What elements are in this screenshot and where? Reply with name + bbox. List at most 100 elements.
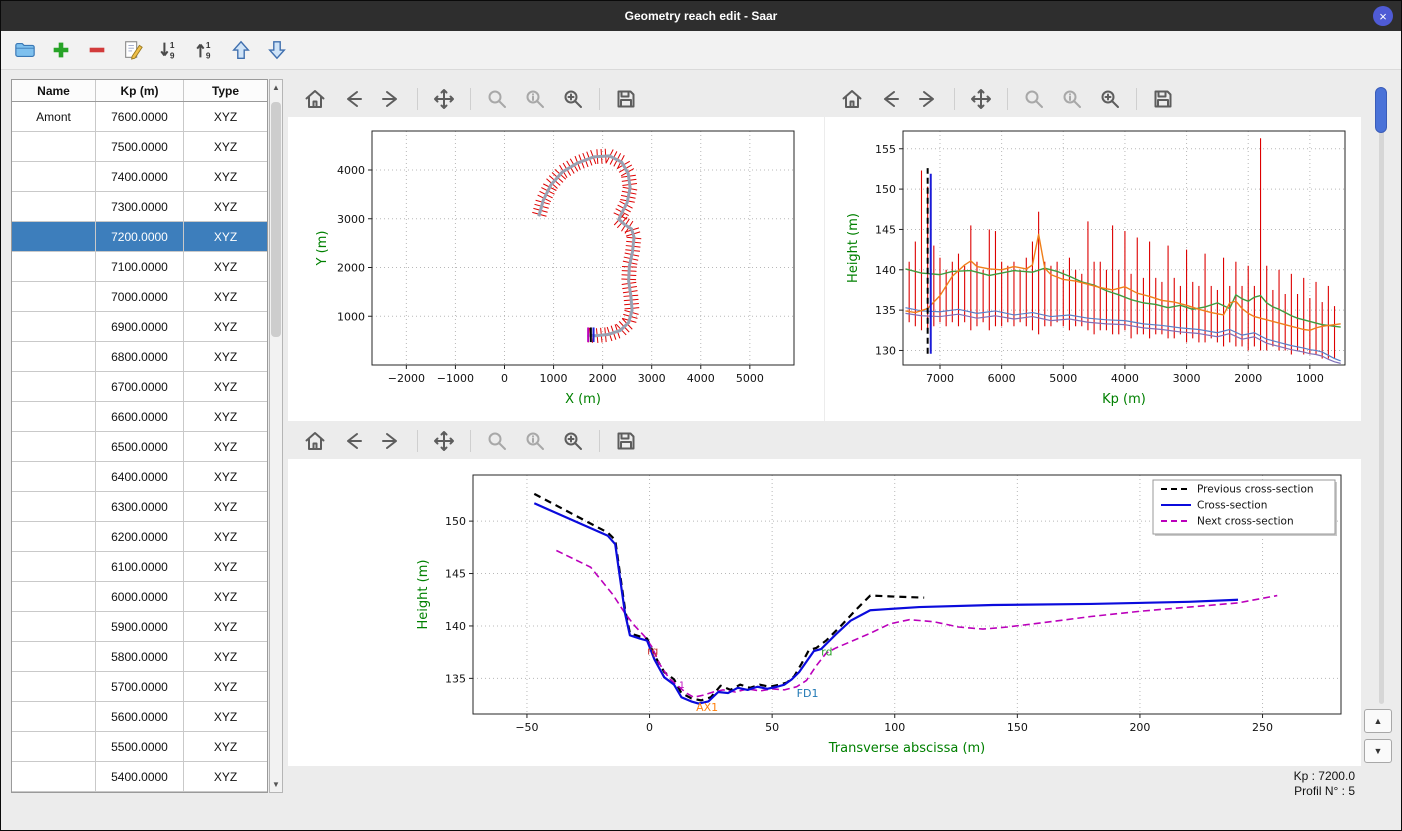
table-cell-kp[interactable]: 6300.0000 [96, 492, 184, 521]
table-cell-kp[interactable]: 7600.0000 [96, 102, 184, 131]
table-row[interactable]: 7000.0000 XYZ [12, 282, 267, 312]
table-row[interactable]: 6400.0000 XYZ [12, 462, 267, 492]
table-cell-kp[interactable]: 5900.0000 [96, 612, 184, 641]
table-cell-kp[interactable]: 6200.0000 [96, 522, 184, 551]
table-row-selected[interactable]: 7200.0000 XYZ [12, 222, 267, 252]
open-button[interactable] [11, 36, 39, 64]
plan-view-chart[interactable]: −2000 −1000 0 1000 2000 3000 4000 5000 1000 2000 3… [288, 117, 824, 421]
table-cell-type[interactable]: XYZ [213, 469, 238, 484]
zoom-rect-button[interactable] [558, 84, 588, 114]
table-cell-name[interactable] [12, 732, 96, 761]
table-cell-type[interactable]: XYZ [213, 739, 238, 754]
table-cell-kp[interactable]: 5800.0000 [96, 642, 184, 671]
table-cell-name[interactable] [12, 462, 96, 491]
close-button[interactable]: × [1373, 6, 1393, 26]
table-cell-name[interactable] [12, 702, 96, 731]
axes-options-button[interactable] [1057, 84, 1087, 114]
column-header-type[interactable]: Type [211, 83, 240, 98]
table-cell-kp[interactable]: 6100.0000 [96, 552, 184, 581]
remove-section-button[interactable] [83, 36, 111, 64]
save-button[interactable] [1148, 84, 1178, 114]
table-row[interactable]: 5500.0000 XYZ [12, 732, 267, 762]
table-cell-kp[interactable]: 7100.0000 [96, 252, 184, 281]
table-cell-type[interactable]: XYZ [213, 199, 238, 214]
table-cell-name[interactable] [12, 672, 96, 701]
table-row[interactable]: 6800.0000 XYZ [12, 342, 267, 372]
profile-up-button[interactable]: ▲ [1364, 709, 1392, 733]
table-cell-kp[interactable]: 7300.0000 [96, 192, 184, 221]
zoom-button[interactable] [1019, 84, 1049, 114]
back-button[interactable] [875, 84, 905, 114]
zoom-button[interactable] [482, 84, 512, 114]
table-cell-type[interactable]: XYZ [213, 769, 238, 784]
table-row[interactable]: Amont 7600.0000 XYZ [12, 102, 267, 132]
table-cell-kp[interactable]: 7000.0000 [96, 282, 184, 311]
table-row[interactable]: 7300.0000 XYZ [12, 192, 267, 222]
add-section-button[interactable] [47, 36, 75, 64]
zoom-rect-button[interactable] [558, 426, 588, 456]
zoom-button[interactable] [482, 426, 512, 456]
table-row[interactable]: 6300.0000 XYZ [12, 492, 267, 522]
table-row[interactable]: 6200.0000 XYZ [12, 522, 267, 552]
table-cell-name[interactable] [12, 402, 96, 431]
zoom-rect-button[interactable] [1095, 84, 1125, 114]
table-cell-kp[interactable]: 7200.0000 [96, 222, 184, 251]
move-down-button[interactable] [263, 36, 291, 64]
table-cell-kp[interactable]: 7400.0000 [96, 162, 184, 191]
table-cell-kp[interactable]: 6400.0000 [96, 462, 184, 491]
axes-options-button[interactable] [520, 84, 550, 114]
table-cell-type[interactable]: XYZ [213, 259, 238, 274]
titlebar[interactable]: Geometry reach edit - Saar × [1, 1, 1401, 31]
table-cell-type[interactable]: XYZ [213, 619, 238, 634]
table-cell-type[interactable]: XYZ [213, 229, 238, 244]
table-cell-name[interactable] [12, 312, 96, 341]
table-row[interactable]: 7100.0000 XYZ [12, 252, 267, 282]
table-cell-name[interactable] [12, 552, 96, 581]
table-cell-type[interactable]: XYZ [213, 589, 238, 604]
back-button[interactable] [338, 84, 368, 114]
table-cell-type[interactable]: XYZ [213, 439, 238, 454]
table-row[interactable]: 6500.0000 XYZ [12, 432, 267, 462]
table-row[interactable]: 6600.0000 XYZ [12, 402, 267, 432]
home-button[interactable] [300, 426, 330, 456]
table-row[interactable]: 6900.0000 XYZ [12, 312, 267, 342]
table-cell-name[interactable] [12, 162, 96, 191]
section-slider-track[interactable] [1379, 89, 1384, 704]
table-cell-kp[interactable]: 5600.0000 [96, 702, 184, 731]
table-cell-type[interactable]: XYZ [213, 679, 238, 694]
axes-options-button[interactable] [520, 426, 550, 456]
table-row[interactable]: 5600.0000 XYZ [12, 702, 267, 732]
table-cell-type[interactable]: XYZ [213, 709, 238, 724]
table-row[interactable]: 6700.0000 XYZ [12, 372, 267, 402]
table-cell-kp[interactable]: 6900.0000 [96, 312, 184, 341]
table-scrollbar[interactable]: ▲ ▼ [269, 79, 283, 793]
table-row[interactable]: 5800.0000 XYZ [12, 642, 267, 672]
table-cell-name[interactable] [12, 612, 96, 641]
table-cell-name[interactable] [12, 222, 96, 251]
table-row[interactable]: 5900.0000 XYZ [12, 612, 267, 642]
table-cell-type[interactable]: XYZ [213, 349, 238, 364]
table-cell-name[interactable]: Amont [12, 102, 96, 131]
table-cell-name[interactable] [12, 642, 96, 671]
pan-button[interactable] [429, 84, 459, 114]
table-cell-name[interactable] [12, 192, 96, 221]
back-button[interactable] [338, 426, 368, 456]
table-row[interactable]: 6000.0000 XYZ [12, 582, 267, 612]
move-up-button[interactable] [227, 36, 255, 64]
table-row[interactable]: 5700.0000 XYZ [12, 672, 267, 702]
table-cell-kp[interactable]: 5400.0000 [96, 762, 184, 791]
table-cell-kp[interactable]: 6500.0000 [96, 432, 184, 461]
table-row[interactable]: 7500.0000 XYZ [12, 132, 267, 162]
table-cell-name[interactable] [12, 132, 96, 161]
table-cell-name[interactable] [12, 432, 96, 461]
table-cell-name[interactable] [12, 582, 96, 611]
scroll-down-icon[interactable]: ▼ [272, 780, 280, 789]
longitudinal-profile-chart[interactable]: 7000 6000 5000 4000 3000 2000 1000 130 135 140 145… [825, 117, 1361, 421]
column-header-name[interactable]: Name [12, 80, 96, 101]
table-cell-name[interactable] [12, 372, 96, 401]
section-slider-handle[interactable] [1375, 87, 1387, 133]
home-button[interactable] [300, 84, 330, 114]
sections-table[interactable]: Name Kp (m) Type Amont 7600.0000 XYZ 7500.0000… [11, 79, 268, 793]
